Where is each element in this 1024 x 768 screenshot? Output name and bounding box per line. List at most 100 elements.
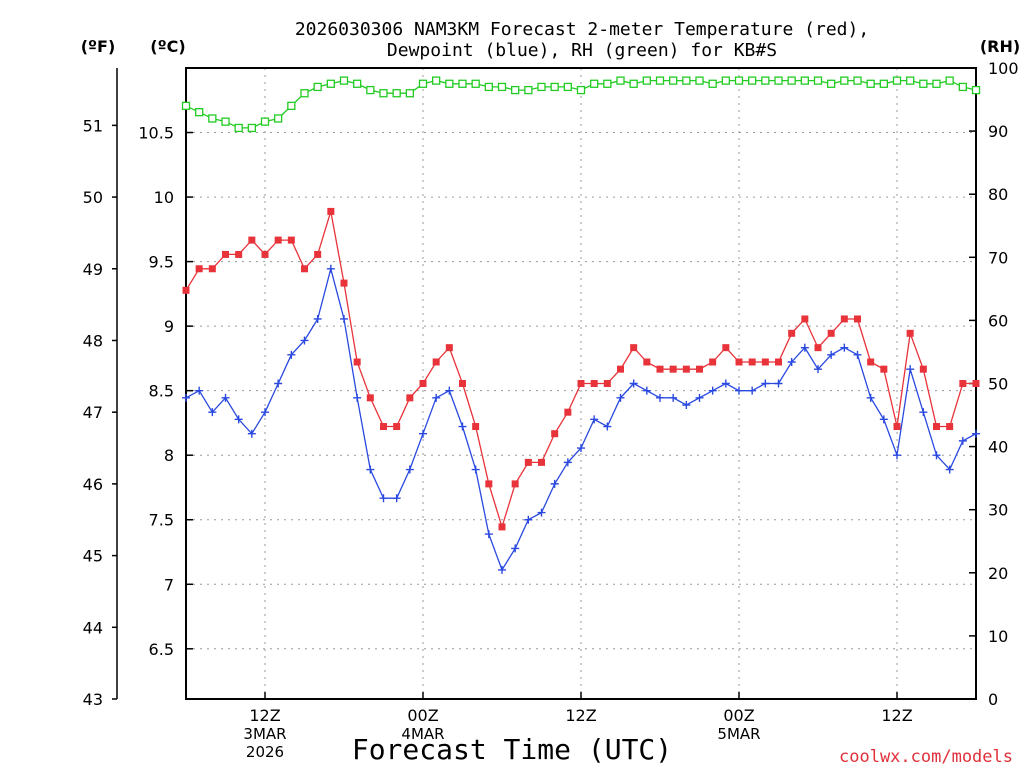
dewpoint-point — [721, 379, 730, 388]
temperature-point — [182, 286, 190, 294]
fahrenheit-tick-label: 46 — [83, 475, 103, 494]
fahrenheit-tick-label: 45 — [83, 547, 103, 566]
rh-point — [958, 82, 967, 92]
celsius-unit-label: (ºC) — [150, 37, 185, 56]
temperature-point — [195, 265, 203, 273]
series-layer — [181, 76, 981, 574]
rh-point — [774, 76, 783, 85]
rh-point — [353, 79, 362, 88]
celsius-tick-label: 7 — [164, 575, 174, 594]
rh-series — [181, 76, 981, 133]
dewpoint-point — [893, 451, 901, 460]
temperature-point — [551, 430, 559, 438]
rh-point — [919, 79, 928, 88]
rh-point — [721, 76, 730, 85]
rh-point — [537, 82, 546, 92]
dewpoint-point — [247, 429, 256, 438]
rh-point — [471, 79, 480, 88]
temperature-point — [380, 423, 387, 431]
rh-tick-label: 60 — [988, 311, 1008, 330]
dewpoint-point — [458, 422, 467, 431]
dewpoint-point — [577, 444, 585, 453]
dewpoint-point — [800, 343, 809, 352]
rh-point — [669, 76, 678, 85]
temperature-point — [235, 250, 243, 258]
dewpoint-point — [432, 393, 441, 402]
dewpoint-point — [708, 386, 717, 395]
celsius-tick-label: 9 — [164, 317, 174, 336]
temperature-point — [511, 480, 519, 488]
rh-tick-label: 100 — [988, 59, 1019, 78]
dewpoint-point — [853, 350, 862, 359]
dewpoint-point — [208, 408, 217, 417]
temperature-point — [775, 358, 782, 366]
dewpoint-point — [234, 415, 243, 424]
rh-point — [971, 85, 981, 95]
rh-point — [326, 79, 335, 88]
celsius-tick-label: 7.5 — [149, 511, 174, 530]
rh-point — [300, 89, 309, 98]
temperature-point — [617, 365, 624, 373]
dewpoint-point — [274, 379, 283, 388]
x-tick-date-label: 5MAR — [717, 725, 760, 743]
dewpoint-point — [471, 465, 480, 474]
rh-point — [208, 114, 217, 123]
rh-point — [827, 79, 836, 88]
rh-point — [603, 79, 612, 88]
rh-point — [445, 79, 454, 88]
rh-point — [761, 76, 770, 85]
temperature-point — [761, 358, 769, 366]
rh-point — [800, 76, 809, 85]
temperature-point — [946, 423, 954, 431]
temperature-point — [314, 250, 322, 258]
temperature-point — [577, 380, 585, 387]
rh-point — [695, 76, 704, 85]
rh-point — [458, 79, 467, 88]
rh-point — [287, 101, 296, 111]
dewpoint-point — [879, 415, 888, 424]
dewpoint-point — [695, 393, 704, 402]
dewpoint-point — [945, 465, 954, 474]
celsius-ticks: 6.5 7 7.5 8 8.5 9 9.5 10 10.5 — [138, 124, 193, 659]
rh-point — [866, 79, 875, 88]
fahrenheit-tick-label: 48 — [83, 331, 103, 350]
dewpoint-point — [669, 393, 678, 402]
temperature-point — [208, 265, 216, 273]
rh-point — [892, 76, 902, 85]
temperature-point — [919, 365, 927, 373]
temperature-point — [669, 365, 677, 373]
dewpoint-point — [287, 350, 296, 359]
dewpoint-point — [392, 494, 401, 503]
x-tick-date-label: 4MAR — [401, 725, 444, 743]
temperature-point — [248, 236, 256, 244]
dewpoint-point — [195, 386, 204, 395]
dewpoint-point — [498, 565, 506, 574]
rh-point — [853, 76, 862, 85]
rh-point — [484, 82, 493, 92]
rh-point — [405, 89, 414, 98]
dewpoint-point — [761, 379, 770, 388]
temperature-point — [854, 315, 861, 323]
temperature-point — [222, 250, 229, 258]
rh-point — [813, 76, 823, 85]
rh-point — [945, 76, 954, 85]
temperature-point — [327, 207, 335, 215]
temperature-point — [524, 458, 532, 466]
chart-title-line2: Dewpoint (blue), RH (green) for KB#S — [387, 40, 777, 61]
temperature-point — [722, 344, 730, 352]
dewpoint-point — [537, 508, 546, 517]
temperature-point — [972, 380, 980, 387]
temperature-point — [406, 394, 414, 402]
dewpoint-point — [445, 386, 454, 395]
dewpoint-point — [353, 393, 362, 402]
rh-ticks: 0 10 20 30 40 50 60 70 80 90 100 — [969, 59, 1019, 709]
rh-point — [629, 79, 638, 88]
chart-grid — [186, 68, 976, 699]
fahrenheit-tick-label: 50 — [83, 188, 103, 207]
rh-point — [247, 123, 256, 133]
dewpoint-point — [326, 264, 335, 273]
dewpoint-point — [972, 429, 980, 438]
rh-point — [748, 76, 757, 85]
fahrenheit-tick-label: 49 — [83, 260, 103, 279]
